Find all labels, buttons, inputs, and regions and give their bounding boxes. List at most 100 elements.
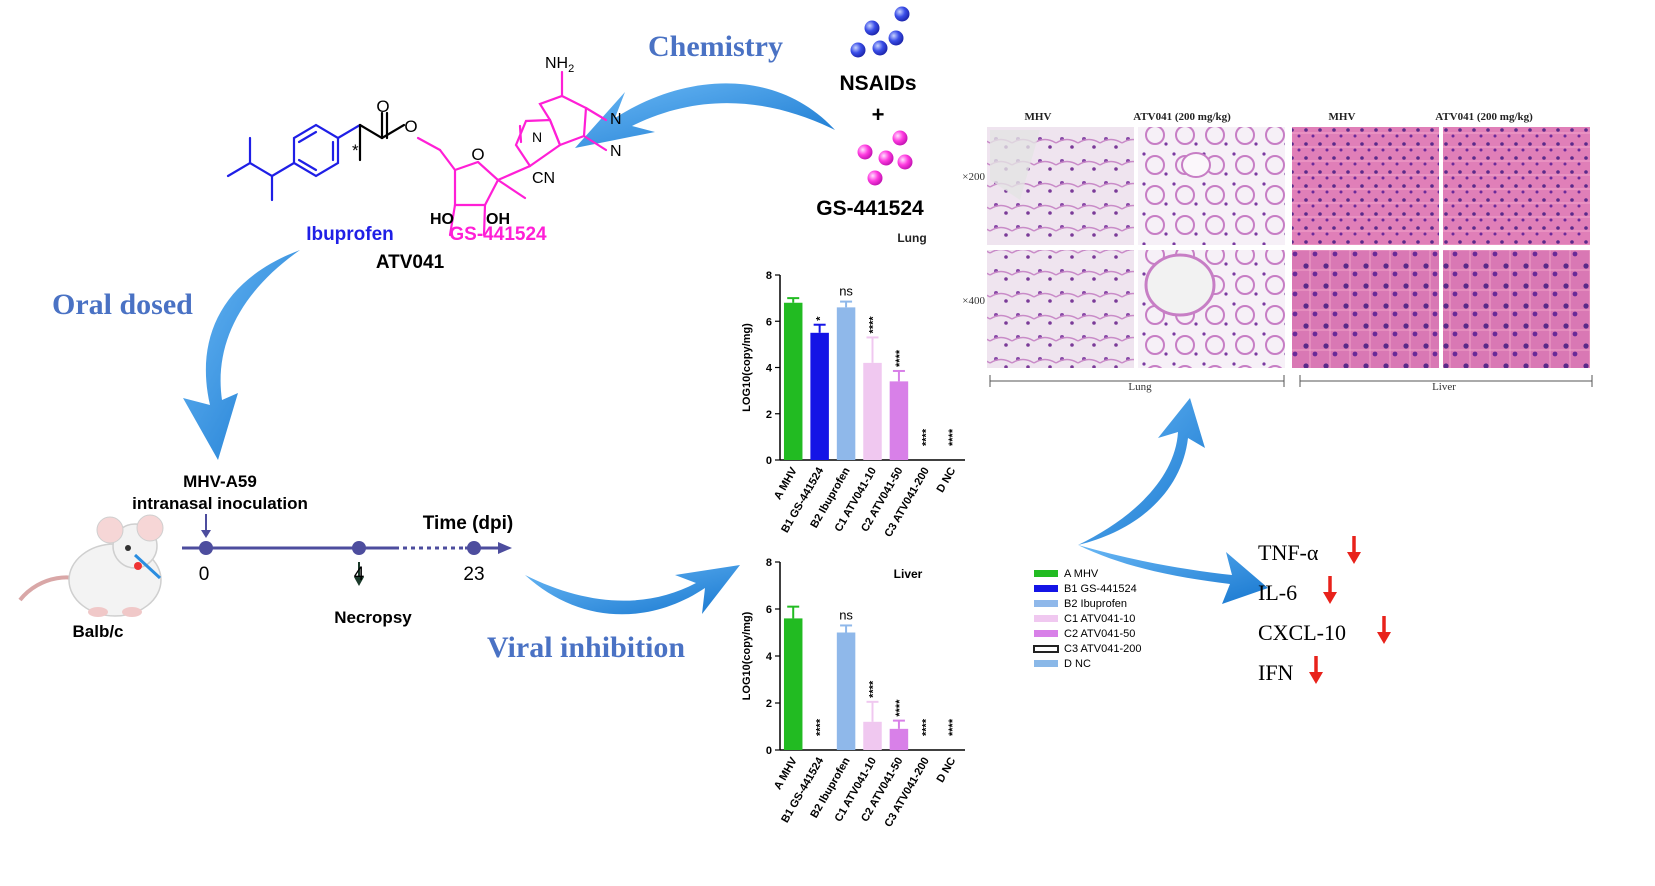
histo-organ-title: Lung (897, 231, 926, 245)
legend-swatch (1034, 600, 1058, 607)
oral-dosed-label: Oral dosed (52, 288, 193, 321)
chart-1-bar (890, 381, 909, 460)
legend-swatch (1034, 660, 1058, 667)
chart-1-ytick-label: 6 (766, 316, 772, 328)
histo-liver-atv-200 (1443, 127, 1590, 245)
chart-2-ytick-label: 2 (766, 698, 772, 710)
chart-2-ytick-label: 6 (766, 604, 772, 616)
arrow-to-histology (1078, 398, 1205, 545)
histo-liver-mhv-400 (1292, 250, 1439, 368)
chart-1-significance: ns (839, 284, 853, 299)
chart-2-ytick-label: 0 (766, 745, 772, 757)
down-arrowhead-icon (1309, 672, 1323, 684)
timeline-tick-23: 23 (463, 564, 484, 585)
gs441524-label-left: GS-441524 (449, 224, 547, 245)
atom-cn: CN (532, 170, 555, 187)
histology-panel: MHV ATV041 (200 mg/kg) MHV ATV041 (200 m… (897, 111, 1592, 393)
chart-2-significance: **** (894, 699, 906, 717)
legend-label: B1 GS-441524 (1064, 583, 1137, 595)
cytokine-label: IL-6 (1258, 580, 1297, 605)
legend-swatch (1034, 646, 1058, 652)
necropsy-label: Necropsy (334, 608, 412, 627)
chart-1-ytick-label: 8 (766, 270, 772, 282)
cytokine-label: IFN (1258, 660, 1294, 685)
chart-2-ytick-label: 4 (766, 651, 773, 663)
ibuprofen-label: Ibuprofen (306, 224, 394, 245)
chart-1-x-tick-label: D NC (935, 465, 959, 494)
atom-o-ester: O (404, 117, 417, 136)
arrow-oral-dosed (183, 250, 300, 460)
chart-1-bar (810, 333, 829, 460)
chart-2-x-tick-label: A MHV (772, 755, 800, 792)
cytokine-label: CXCL-10 (1258, 620, 1346, 645)
legend-swatch (1034, 570, 1058, 577)
chart-2-significance: **** (920, 718, 932, 736)
histo-row-label-400: ×400 (962, 295, 985, 307)
gs441524-molecules (858, 131, 913, 186)
histo-col-header-1: MHV (1025, 111, 1052, 123)
chart-2-significance: ns (839, 607, 853, 622)
chart-2-bar (837, 633, 856, 751)
histo-liver-atv-400 (1443, 250, 1590, 368)
cytokine-label: TNF-α (1258, 540, 1319, 565)
legend-label: C2 ATV041-50 (1064, 628, 1135, 640)
chart-1-significance: **** (868, 316, 880, 334)
histo-liver-mhv-200 (1292, 127, 1439, 245)
chart-1-subtitle: Liver (894, 567, 923, 581)
atom-o-carbonyl: O (376, 97, 389, 116)
histo-col-header-4: ATV041 (200 mg/kg) (1435, 111, 1533, 123)
down-arrowhead-icon (1347, 552, 1361, 564)
chart-2-significance: **** (868, 680, 880, 698)
chiral-star: * (352, 141, 359, 160)
chart-1-ytick-label: 4 (766, 363, 773, 375)
arrow-viral-inhibition (525, 565, 740, 614)
chart-1-bar (863, 363, 882, 460)
atom-n1: N (610, 111, 622, 128)
down-arrowhead-icon (1377, 632, 1391, 644)
animal-label: Balb/c (72, 622, 123, 641)
histo-lung-mhv-400 (987, 250, 1134, 368)
viral-inhibition-label: Viral inhibition (487, 631, 685, 664)
chemistry-label: Chemistry (648, 30, 783, 63)
histo-col-header-2: ATV041 (200 mg/kg) (1133, 111, 1231, 123)
arrow-to-cytokines (1078, 545, 1268, 604)
down-arrowhead-icon (1323, 592, 1337, 604)
chart-1-significance: **** (920, 428, 932, 446)
plus-sign: + (872, 102, 885, 127)
atom-n3: N (532, 129, 542, 145)
chart-1-significance: **** (947, 428, 959, 446)
legend-label: B2 Ibuprofen (1064, 598, 1127, 610)
legend-label: C1 ATV041-10 (1064, 613, 1135, 625)
chart-1-significance: **** (894, 349, 906, 367)
atom-nh2: NH2 (545, 55, 574, 75)
atom-n2: N (610, 143, 622, 160)
chart-1-bar (784, 303, 803, 460)
chart-2-bar (784, 618, 803, 750)
legend-swatch (1034, 615, 1058, 622)
chart-2-ytick-label: 8 (766, 557, 772, 569)
legend-label: C3 ATV041-200 (1064, 643, 1141, 655)
chart-2-significance: **** (815, 718, 827, 736)
histo-group-lung: Lung (1128, 381, 1152, 393)
timeline-tick-4: 4 (354, 564, 365, 585)
chart-2-x-tick-label: D NC (935, 755, 959, 784)
mouse-illustration (20, 515, 163, 617)
chart-1-ytick-label: 2 (766, 409, 772, 421)
chart-legend: A MHV B1 GS-441524 B2 Ibuprofen C1 ATV041-1… (1034, 568, 1141, 670)
legend-label: D NC (1064, 658, 1091, 670)
gs441524-label-right: GS-441524 (816, 197, 924, 220)
legend-swatch (1034, 585, 1058, 592)
histo-group-liver: Liver (1432, 381, 1456, 393)
chart-1-y-label: LOG10(copy/mg) (741, 323, 753, 412)
inoculation-label-line1: MHV-A59 (183, 472, 257, 491)
chart-1-x-tick-label: A MHV (772, 465, 800, 502)
timeline-tick-0: 0 (199, 564, 210, 585)
chart-1-ytick-label: 0 (766, 455, 772, 467)
histo-lung-atv-200 (1138, 127, 1285, 245)
chart-2-bar (890, 729, 909, 750)
legend-swatch (1034, 630, 1058, 637)
atom-o-ring: O (471, 145, 484, 164)
